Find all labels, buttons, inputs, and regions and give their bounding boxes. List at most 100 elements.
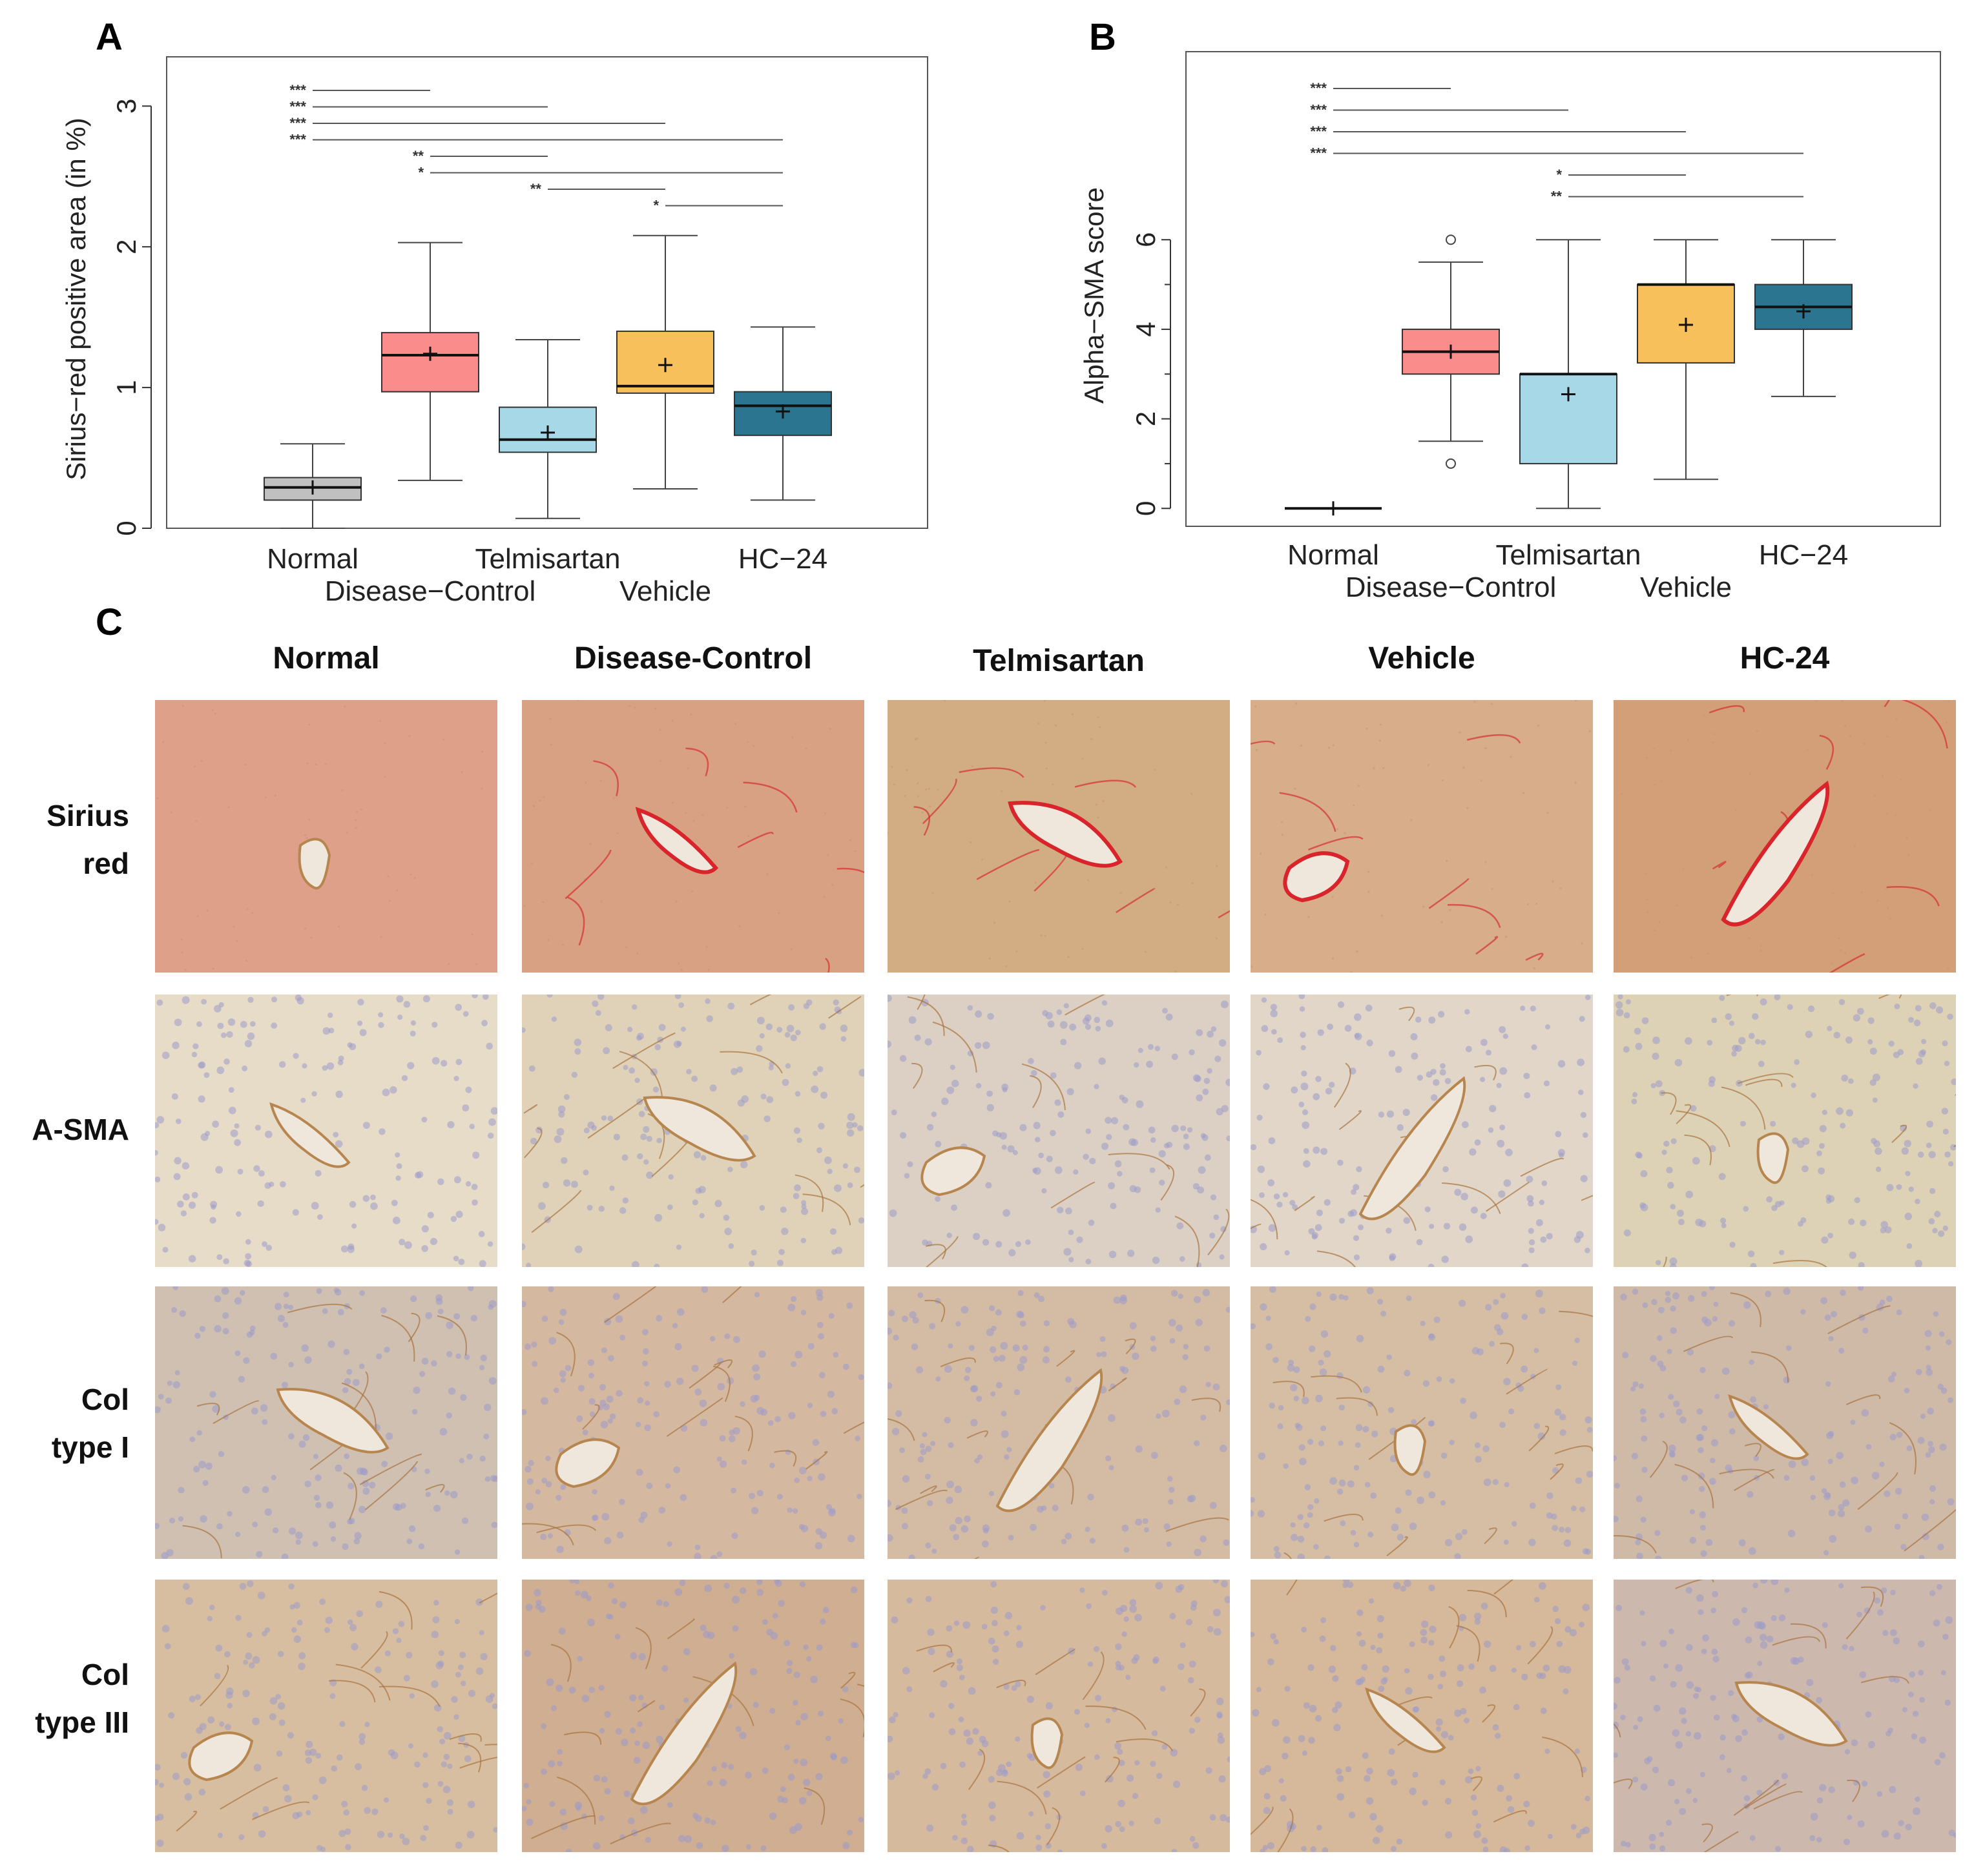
stained-strand	[743, 781, 798, 813]
cell-nucleus	[955, 1516, 962, 1525]
stained-strand	[840, 1698, 864, 1738]
stained-strand	[1486, 1181, 1530, 1212]
cell-nucleus	[1882, 1629, 1889, 1636]
cell-nucleus	[317, 1845, 323, 1851]
cell-nucleus	[1294, 787, 1296, 790]
cell-nucleus	[608, 1355, 614, 1362]
cell-nucleus	[1840, 949, 1842, 952]
cell-nucleus	[587, 1359, 595, 1366]
cell-nucleus	[351, 1643, 358, 1651]
cell-nucleus	[1356, 1166, 1362, 1173]
cell-nucleus	[1443, 1222, 1451, 1230]
cell-nucleus	[214, 712, 216, 715]
cell-nucleus	[409, 1693, 415, 1699]
cell-nucleus	[375, 1600, 383, 1608]
tissue-background	[155, 1580, 497, 1852]
cell-nucleus	[426, 1797, 432, 1804]
cell-nucleus	[230, 1129, 238, 1137]
micrograph-tile	[1614, 1580, 1956, 1852]
cell-nucleus	[1709, 1478, 1716, 1485]
cell-nucleus	[1810, 1813, 1818, 1821]
cell-nucleus	[592, 1489, 597, 1495]
cell-nucleus	[988, 1776, 995, 1783]
cell-nucleus	[1035, 1834, 1041, 1840]
cell-nucleus	[1745, 1671, 1753, 1678]
central-vein	[1283, 851, 1350, 903]
cell-nucleus	[432, 1616, 440, 1623]
cell-nucleus	[338, 1830, 346, 1837]
cell-nucleus	[1391, 1778, 1398, 1786]
cell-nucleus	[348, 1243, 355, 1250]
cell-nucleus	[1905, 1171, 1911, 1177]
stained-strand	[907, 996, 945, 1036]
cell-nucleus	[283, 1292, 289, 1298]
cell-nucleus	[1260, 1303, 1267, 1311]
x-category-label: Vehicle	[619, 575, 711, 607]
cell-nucleus	[455, 1841, 462, 1850]
cell-nucleus	[1496, 1082, 1502, 1089]
cell-nucleus	[1356, 1609, 1364, 1616]
cell-nucleus	[1000, 1341, 1008, 1350]
cell-nucleus	[835, 1246, 843, 1254]
cell-nucleus	[1636, 1495, 1643, 1503]
cell-nucleus	[1540, 1236, 1547, 1243]
cell-nucleus	[1174, 1398, 1181, 1405]
cell-nucleus	[1428, 1263, 1435, 1267]
cell-nucleus	[1689, 1509, 1695, 1515]
central-vein	[1358, 1076, 1466, 1221]
cell-nucleus	[1172, 1780, 1181, 1788]
cell-nucleus	[1932, 1228, 1938, 1233]
cell-nucleus	[831, 1408, 838, 1415]
cell-nucleus	[1473, 1830, 1481, 1839]
cell-nucleus	[1365, 1004, 1373, 1012]
stained-strand	[1506, 1368, 1548, 1395]
cell-nucleus	[283, 1303, 289, 1310]
micrograph-image	[1251, 1286, 1593, 1559]
cell-nucleus	[798, 1797, 807, 1805]
cell-nucleus	[1885, 887, 1887, 890]
cell-nucleus	[888, 831, 889, 834]
cell-nucleus	[240, 1290, 245, 1296]
cell-nucleus	[970, 1385, 977, 1393]
cell-nucleus	[1849, 1645, 1855, 1651]
cell-nucleus	[1301, 1626, 1307, 1633]
cell-nucleus	[1085, 1527, 1090, 1532]
cell-nucleus	[1703, 714, 1705, 717]
stained-strand	[976, 849, 1040, 880]
cell-nucleus	[700, 1419, 708, 1427]
cell-nucleus	[951, 1835, 958, 1840]
stained-strand	[1448, 1605, 1460, 1649]
cell-nucleus	[296, 997, 304, 1005]
stained-strand	[1683, 1335, 1734, 1352]
cell-nucleus	[1896, 1309, 1902, 1315]
cell-nucleus	[298, 1652, 306, 1660]
cell-nucleus	[1220, 1814, 1227, 1822]
cell-nucleus	[794, 1477, 800, 1483]
cell-nucleus	[800, 1525, 809, 1532]
significance-label: ***	[289, 132, 306, 148]
cell-nucleus	[475, 1667, 484, 1675]
cell-nucleus	[349, 1201, 357, 1208]
cell-nucleus	[1915, 1796, 1920, 1802]
cell-nucleus	[443, 1731, 452, 1740]
cell-nucleus	[888, 995, 892, 1002]
cell-nucleus	[1332, 744, 1335, 747]
cell-nucleus	[803, 1644, 809, 1650]
y-axis-label: Sirius−red positive area (in %)	[61, 118, 91, 480]
cell-nucleus	[829, 727, 831, 730]
cell-nucleus	[274, 794, 276, 797]
cell-nucleus	[824, 812, 827, 815]
cell-nucleus	[1851, 1476, 1859, 1485]
cell-nucleus	[1563, 1665, 1572, 1674]
cell-nucleus	[446, 1351, 453, 1357]
cell-nucleus	[1494, 1733, 1501, 1739]
cell-nucleus	[701, 814, 704, 816]
y-tick-label: 3	[111, 99, 141, 114]
cell-nucleus	[1696, 1434, 1704, 1441]
cell-nucleus	[250, 1021, 256, 1027]
cell-nucleus	[1906, 836, 1908, 839]
significance-label: **	[1551, 189, 1563, 205]
cell-nucleus	[1159, 1179, 1165, 1186]
cell-nucleus	[630, 1727, 636, 1734]
cell-nucleus	[545, 1481, 552, 1488]
